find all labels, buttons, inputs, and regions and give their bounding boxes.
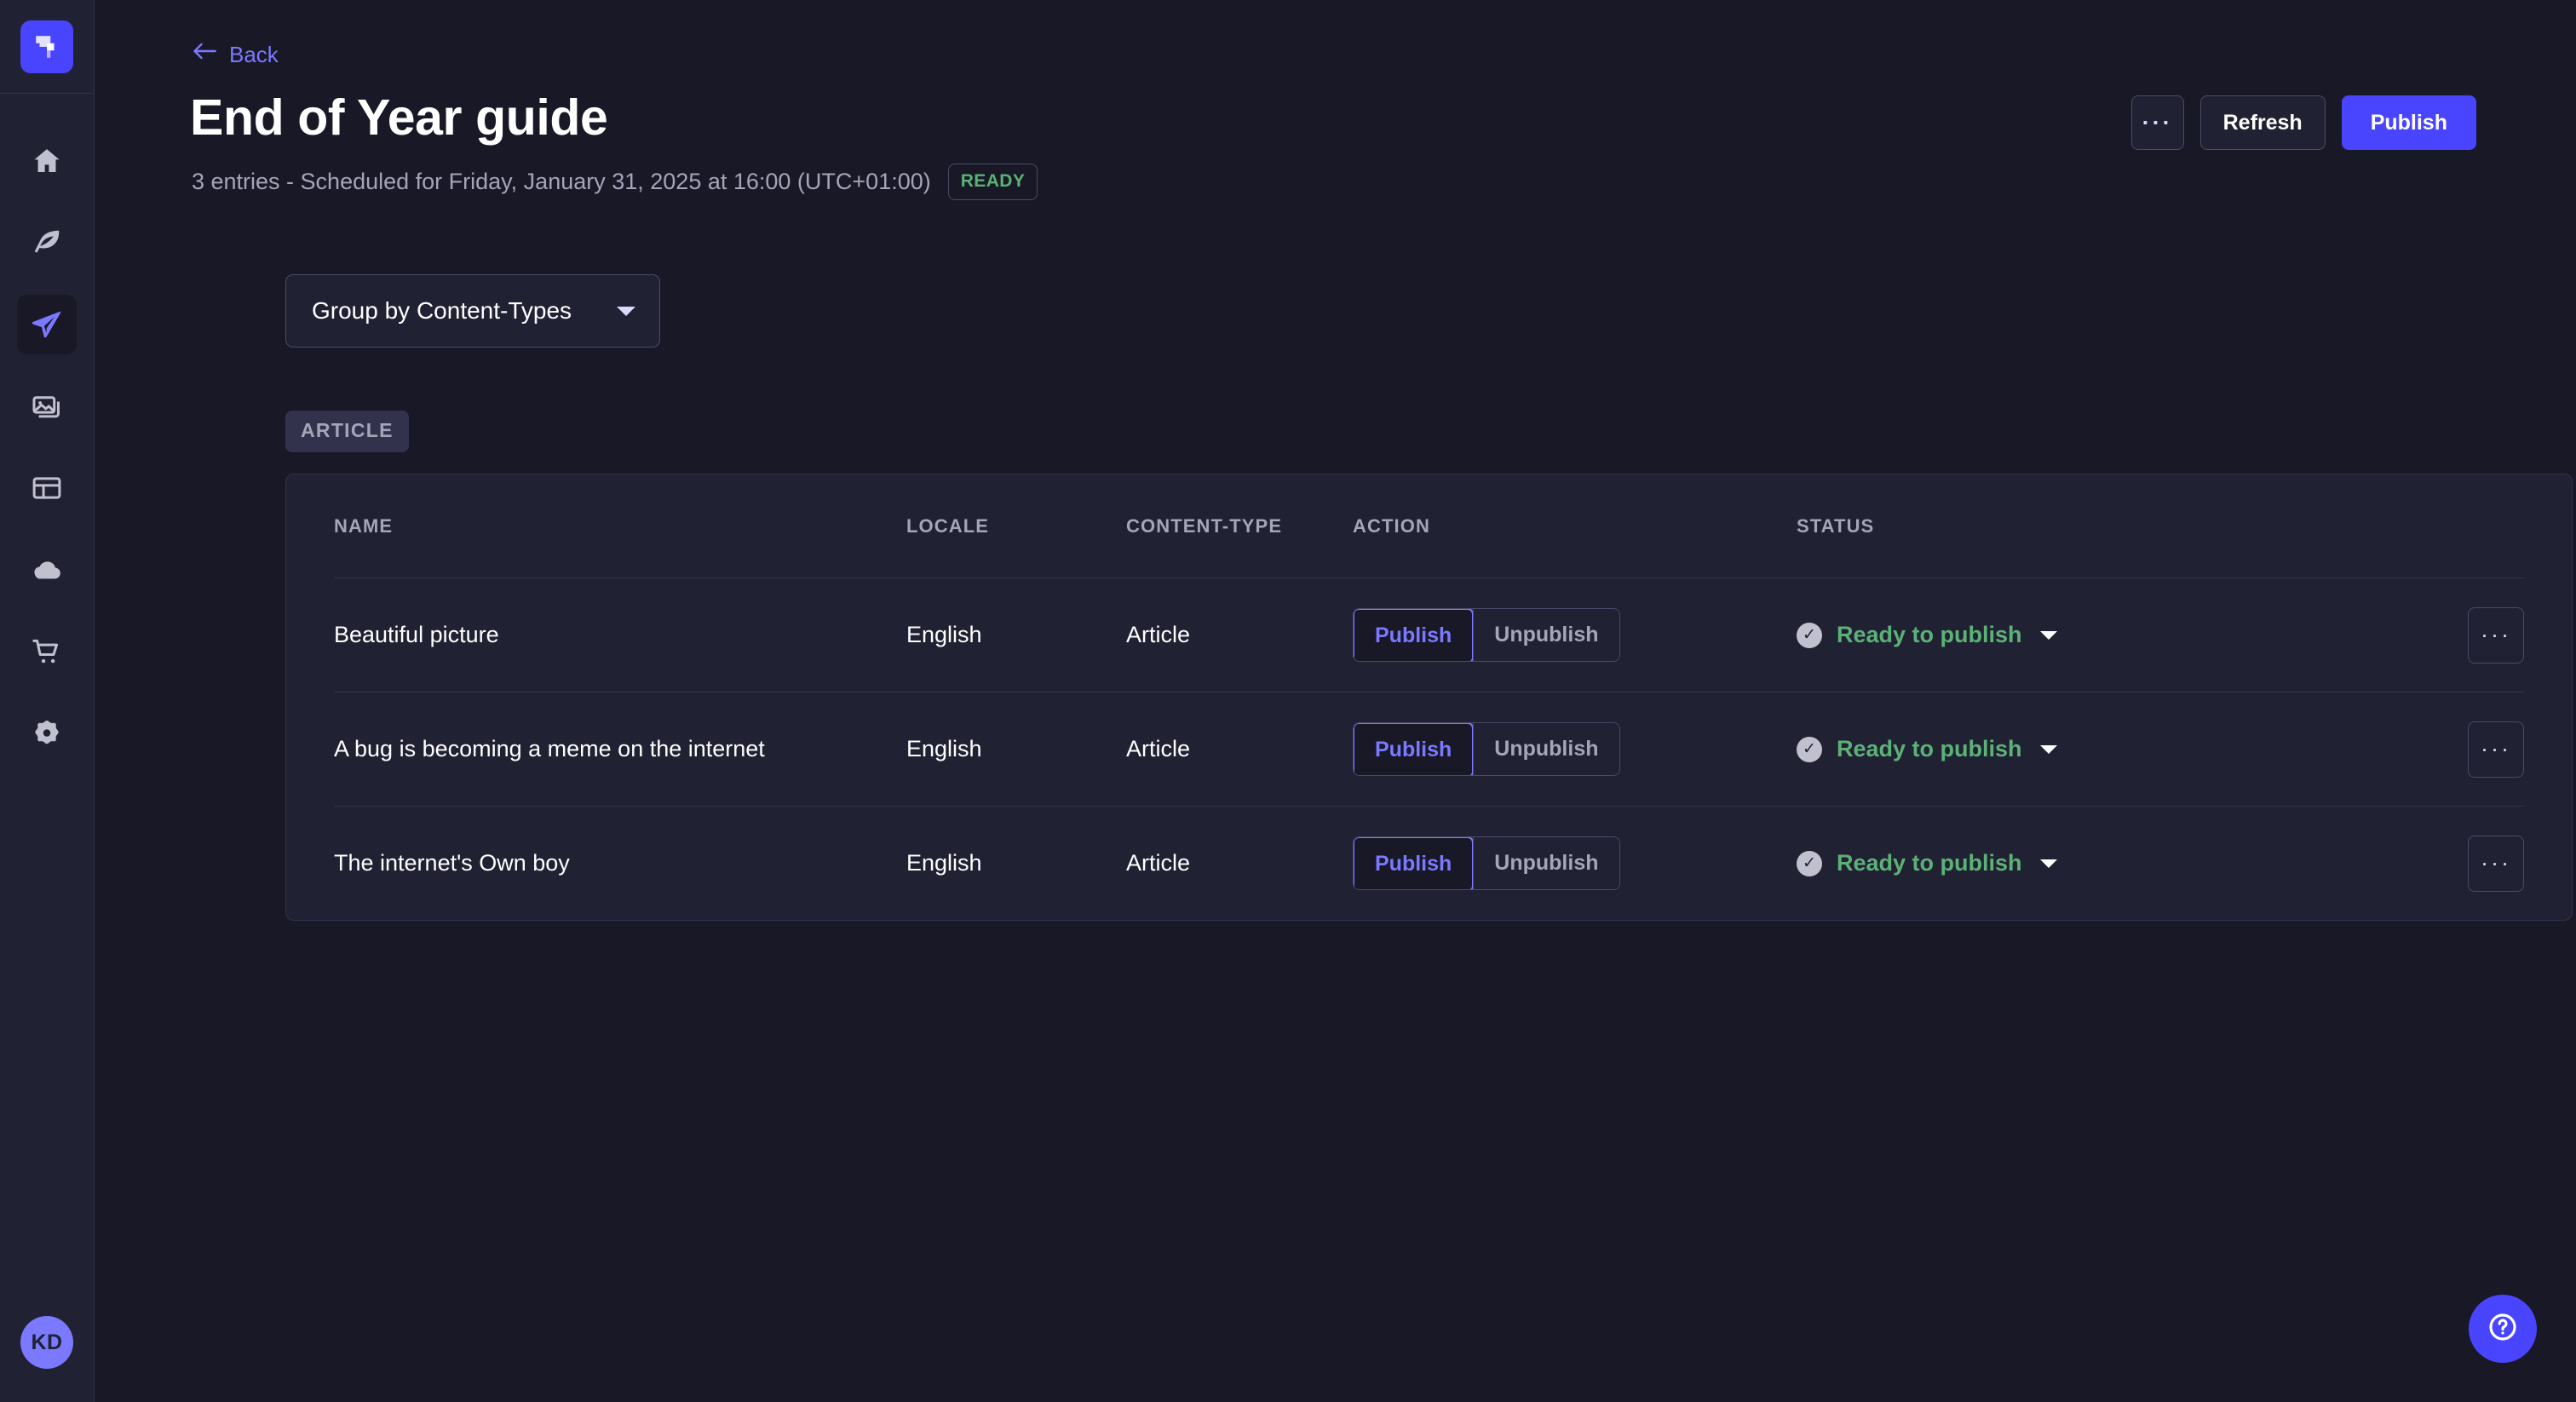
paper-plane-icon: [30, 307, 64, 342]
status-label: Ready to publish: [1837, 850, 2022, 876]
arrow-left-icon: [192, 40, 217, 68]
cell-action: Publish Unpublish: [1353, 836, 1797, 890]
refresh-button[interactable]: Refresh: [2199, 95, 2326, 150]
cell-locale: English: [906, 736, 982, 761]
sidebar-nav-items: [17, 131, 77, 763]
status-dropdown[interactable]: ✓ Ready to publish: [1797, 736, 2447, 762]
cell-action: Publish Unpublish: [1353, 608, 1797, 662]
cell-status: ✓ Ready to publish: [1797, 622, 2447, 648]
ellipsis-icon: ···: [2142, 109, 2173, 135]
chevron-down-icon: [2039, 744, 2057, 754]
group-tag-article: ARTICLE: [285, 411, 409, 452]
cell-locale: English: [906, 850, 982, 876]
gear-icon: [31, 717, 63, 750]
sidebar-item-content-type-builder[interactable]: [17, 458, 77, 518]
cell-content-type: Article: [1126, 622, 1191, 647]
cell-content-type: Article: [1126, 736, 1191, 761]
main-sidebar: KD: [0, 0, 95, 1402]
chevron-down-icon: [2039, 630, 2057, 640]
check-circle-icon: ✓: [1797, 850, 1822, 876]
group-by-select[interactable]: Group by Content-Types: [285, 274, 660, 348]
table-header-row: NAME LOCALE CONTENT-TYPE ACTION STATUS: [286, 474, 2572, 577]
row-more-button[interactable]: ···: [2468, 835, 2524, 892]
feather-icon: [31, 227, 63, 259]
column-header-content-type: CONTENT-TYPE: [1126, 514, 1283, 537]
action-publish-button[interactable]: Publish: [1353, 723, 1475, 775]
check-circle-icon: ✓: [1797, 736, 1822, 762]
publish-button[interactable]: Publish: [2341, 95, 2476, 150]
segment-divider: [1473, 723, 1475, 775]
check-circle-icon: ✓: [1797, 622, 1822, 648]
cell-status: ✓ Ready to publish: [1797, 736, 2447, 762]
chevron-down-icon: [2039, 859, 2057, 868]
sidebar-item-settings[interactable]: [17, 704, 77, 763]
cell-name: A bug is becoming a meme on the internet: [334, 736, 765, 761]
back-button-label: Back: [229, 41, 279, 67]
row-more-button[interactable]: ···: [2468, 606, 2524, 664]
table-row[interactable]: The internet's Own boy English Article P…: [286, 807, 2572, 920]
help-button[interactable]: [2469, 1295, 2537, 1363]
page-subheader: 3 entries - Scheduled for Friday, Januar…: [192, 164, 1038, 200]
action-unpublish-button[interactable]: Unpublish: [1474, 723, 1619, 775]
main-content: Back End of Year guide 3 entries - Sched…: [95, 0, 2576, 1402]
status-dropdown[interactable]: ✓ Ready to publish: [1797, 850, 2447, 876]
table-row[interactable]: A bug is becoming a meme on the internet…: [286, 692, 2572, 806]
avatar[interactable]: KD: [20, 1316, 73, 1369]
cell-locale: English: [906, 622, 982, 647]
cell-status: ✓ Ready to publish: [1797, 850, 2447, 876]
action-toggle-group: Publish Unpublish: [1353, 608, 1620, 662]
cell-name: The internet's Own boy: [334, 850, 570, 876]
question-mark-circle-icon: [2486, 1310, 2520, 1348]
page-subtitle: 3 entries - Scheduled for Friday, Januar…: [192, 169, 931, 194]
sidebar-item-releases[interactable]: [17, 295, 77, 354]
column-header-locale: LOCALE: [906, 514, 990, 537]
group-by-label: Group by Content-Types: [312, 297, 572, 324]
row-more-button[interactable]: ···: [2468, 721, 2524, 778]
chevron-down-icon: [617, 306, 635, 316]
action-publish-button[interactable]: Publish: [1353, 837, 1475, 889]
status-badge: READY: [947, 164, 1038, 200]
shopping-cart-icon: [31, 635, 63, 668]
sidebar-item-media-library[interactable]: [17, 376, 77, 436]
action-publish-button[interactable]: Publish: [1353, 609, 1475, 661]
segment-divider: [1473, 609, 1475, 661]
cell-content-type: Article: [1126, 850, 1191, 876]
header-actions: ··· Refresh Publish: [2130, 95, 2476, 150]
cell-row-actions: ···: [2447, 721, 2524, 778]
page-title: End of Year guide: [190, 89, 608, 146]
releases-table: NAME LOCALE CONTENT-TYPE ACTION STATUS B…: [285, 474, 2573, 921]
strapi-logo-icon[interactable]: [20, 20, 73, 73]
segment-divider: [1473, 837, 1475, 889]
row-divider: [334, 577, 2524, 578]
row-divider: [334, 806, 2524, 807]
column-header-name: NAME: [334, 514, 394, 537]
status-label: Ready to publish: [1837, 736, 2022, 761]
cell-name: Beautiful picture: [334, 622, 499, 647]
sidebar-item-content-manager[interactable]: [17, 213, 77, 273]
column-header-action: ACTION: [1353, 514, 1430, 537]
cloud-icon: [31, 554, 63, 586]
action-unpublish-button[interactable]: Unpublish: [1474, 609, 1619, 661]
brand-header: [0, 0, 94, 94]
column-header-status: STATUS: [1797, 514, 1875, 537]
action-toggle-group: Publish Unpublish: [1353, 836, 1620, 890]
layout-icon: [31, 472, 63, 504]
cell-row-actions: ···: [2447, 835, 2524, 892]
sidebar-item-cloud[interactable]: [17, 540, 77, 600]
media-library-icon: [31, 390, 63, 422]
action-unpublish-button[interactable]: Unpublish: [1474, 837, 1619, 889]
table-row[interactable]: Beautiful picture English Article Publis…: [286, 578, 2572, 692]
avatar-initials: KD: [31, 1330, 63, 1354]
status-dropdown[interactable]: ✓ Ready to publish: [1797, 622, 2447, 648]
sidebar-item-marketplace[interactable]: [17, 622, 77, 681]
action-toggle-group: Publish Unpublish: [1353, 722, 1620, 776]
sidebar-item-home[interactable]: [17, 131, 77, 191]
cell-row-actions: ···: [2447, 606, 2524, 664]
more-options-button[interactable]: ···: [2130, 95, 2184, 150]
back-button[interactable]: Back: [192, 40, 279, 68]
cell-action: Publish Unpublish: [1353, 722, 1797, 776]
status-label: Ready to publish: [1837, 622, 2022, 647]
home-icon: [31, 145, 63, 177]
